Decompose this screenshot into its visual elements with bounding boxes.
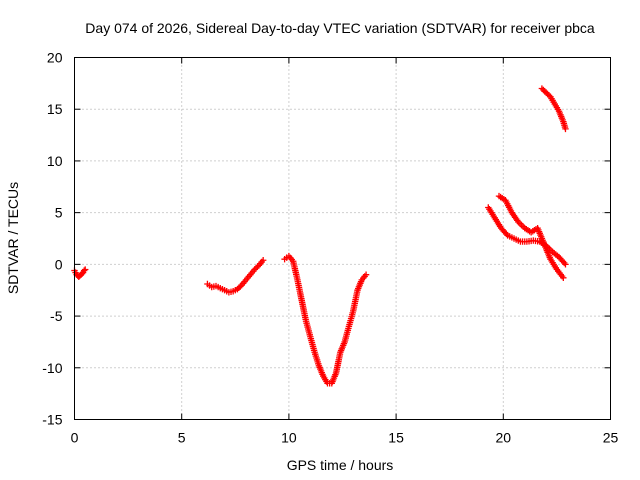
y-tick-label: -5 bbox=[50, 308, 63, 324]
grid bbox=[74, 57, 611, 420]
y-tick-label: -10 bbox=[42, 360, 62, 376]
y-tick-label: 20 bbox=[47, 50, 63, 66]
x-axis-label: GPS time / hours bbox=[287, 457, 394, 473]
data-point-interp bbox=[503, 230, 510, 238]
data-point bbox=[562, 125, 569, 133]
data-point bbox=[362, 271, 370, 278]
data-point-interp bbox=[560, 259, 568, 267]
y-tick-label: 0 bbox=[55, 256, 63, 272]
series-arc4 bbox=[485, 204, 569, 268]
x-tick-label: 15 bbox=[388, 430, 404, 446]
ticks bbox=[74, 57, 611, 420]
series-arc5 bbox=[495, 192, 567, 281]
data-point bbox=[259, 257, 267, 264]
x-tick-label: 20 bbox=[496, 430, 512, 446]
series-arc3 bbox=[281, 252, 370, 387]
x-tick-label: 25 bbox=[603, 430, 619, 446]
data-point bbox=[560, 274, 567, 281]
series-arc1 bbox=[71, 266, 89, 280]
x-tick-label: 0 bbox=[71, 430, 79, 446]
x-tick-label: 10 bbox=[281, 430, 297, 446]
data-point bbox=[562, 261, 569, 268]
data-point bbox=[80, 267, 88, 274]
y-tick-label: 10 bbox=[47, 153, 63, 169]
data-point bbox=[82, 266, 89, 273]
y-tick-label: 15 bbox=[47, 101, 63, 117]
plot-frame bbox=[74, 57, 611, 420]
y-axis-label: SDTVAR / TECUs bbox=[5, 182, 21, 294]
series-arc6 bbox=[538, 85, 569, 133]
chart-title: Day 074 of 2026, Sidereal Day-to-day VTE… bbox=[85, 20, 595, 36]
data-point-interp bbox=[237, 283, 244, 290]
y-tick-label: -15 bbox=[42, 412, 62, 428]
series-arc2 bbox=[204, 257, 267, 296]
data-point-interp bbox=[254, 263, 261, 270]
data-series bbox=[71, 85, 569, 387]
x-tick-label: 5 bbox=[178, 430, 186, 446]
y-tick-label: 5 bbox=[55, 205, 63, 221]
tick-labels: 0 5 10 15 20 25 -15 -10 -5 0 5 10 15 20 bbox=[42, 50, 618, 446]
